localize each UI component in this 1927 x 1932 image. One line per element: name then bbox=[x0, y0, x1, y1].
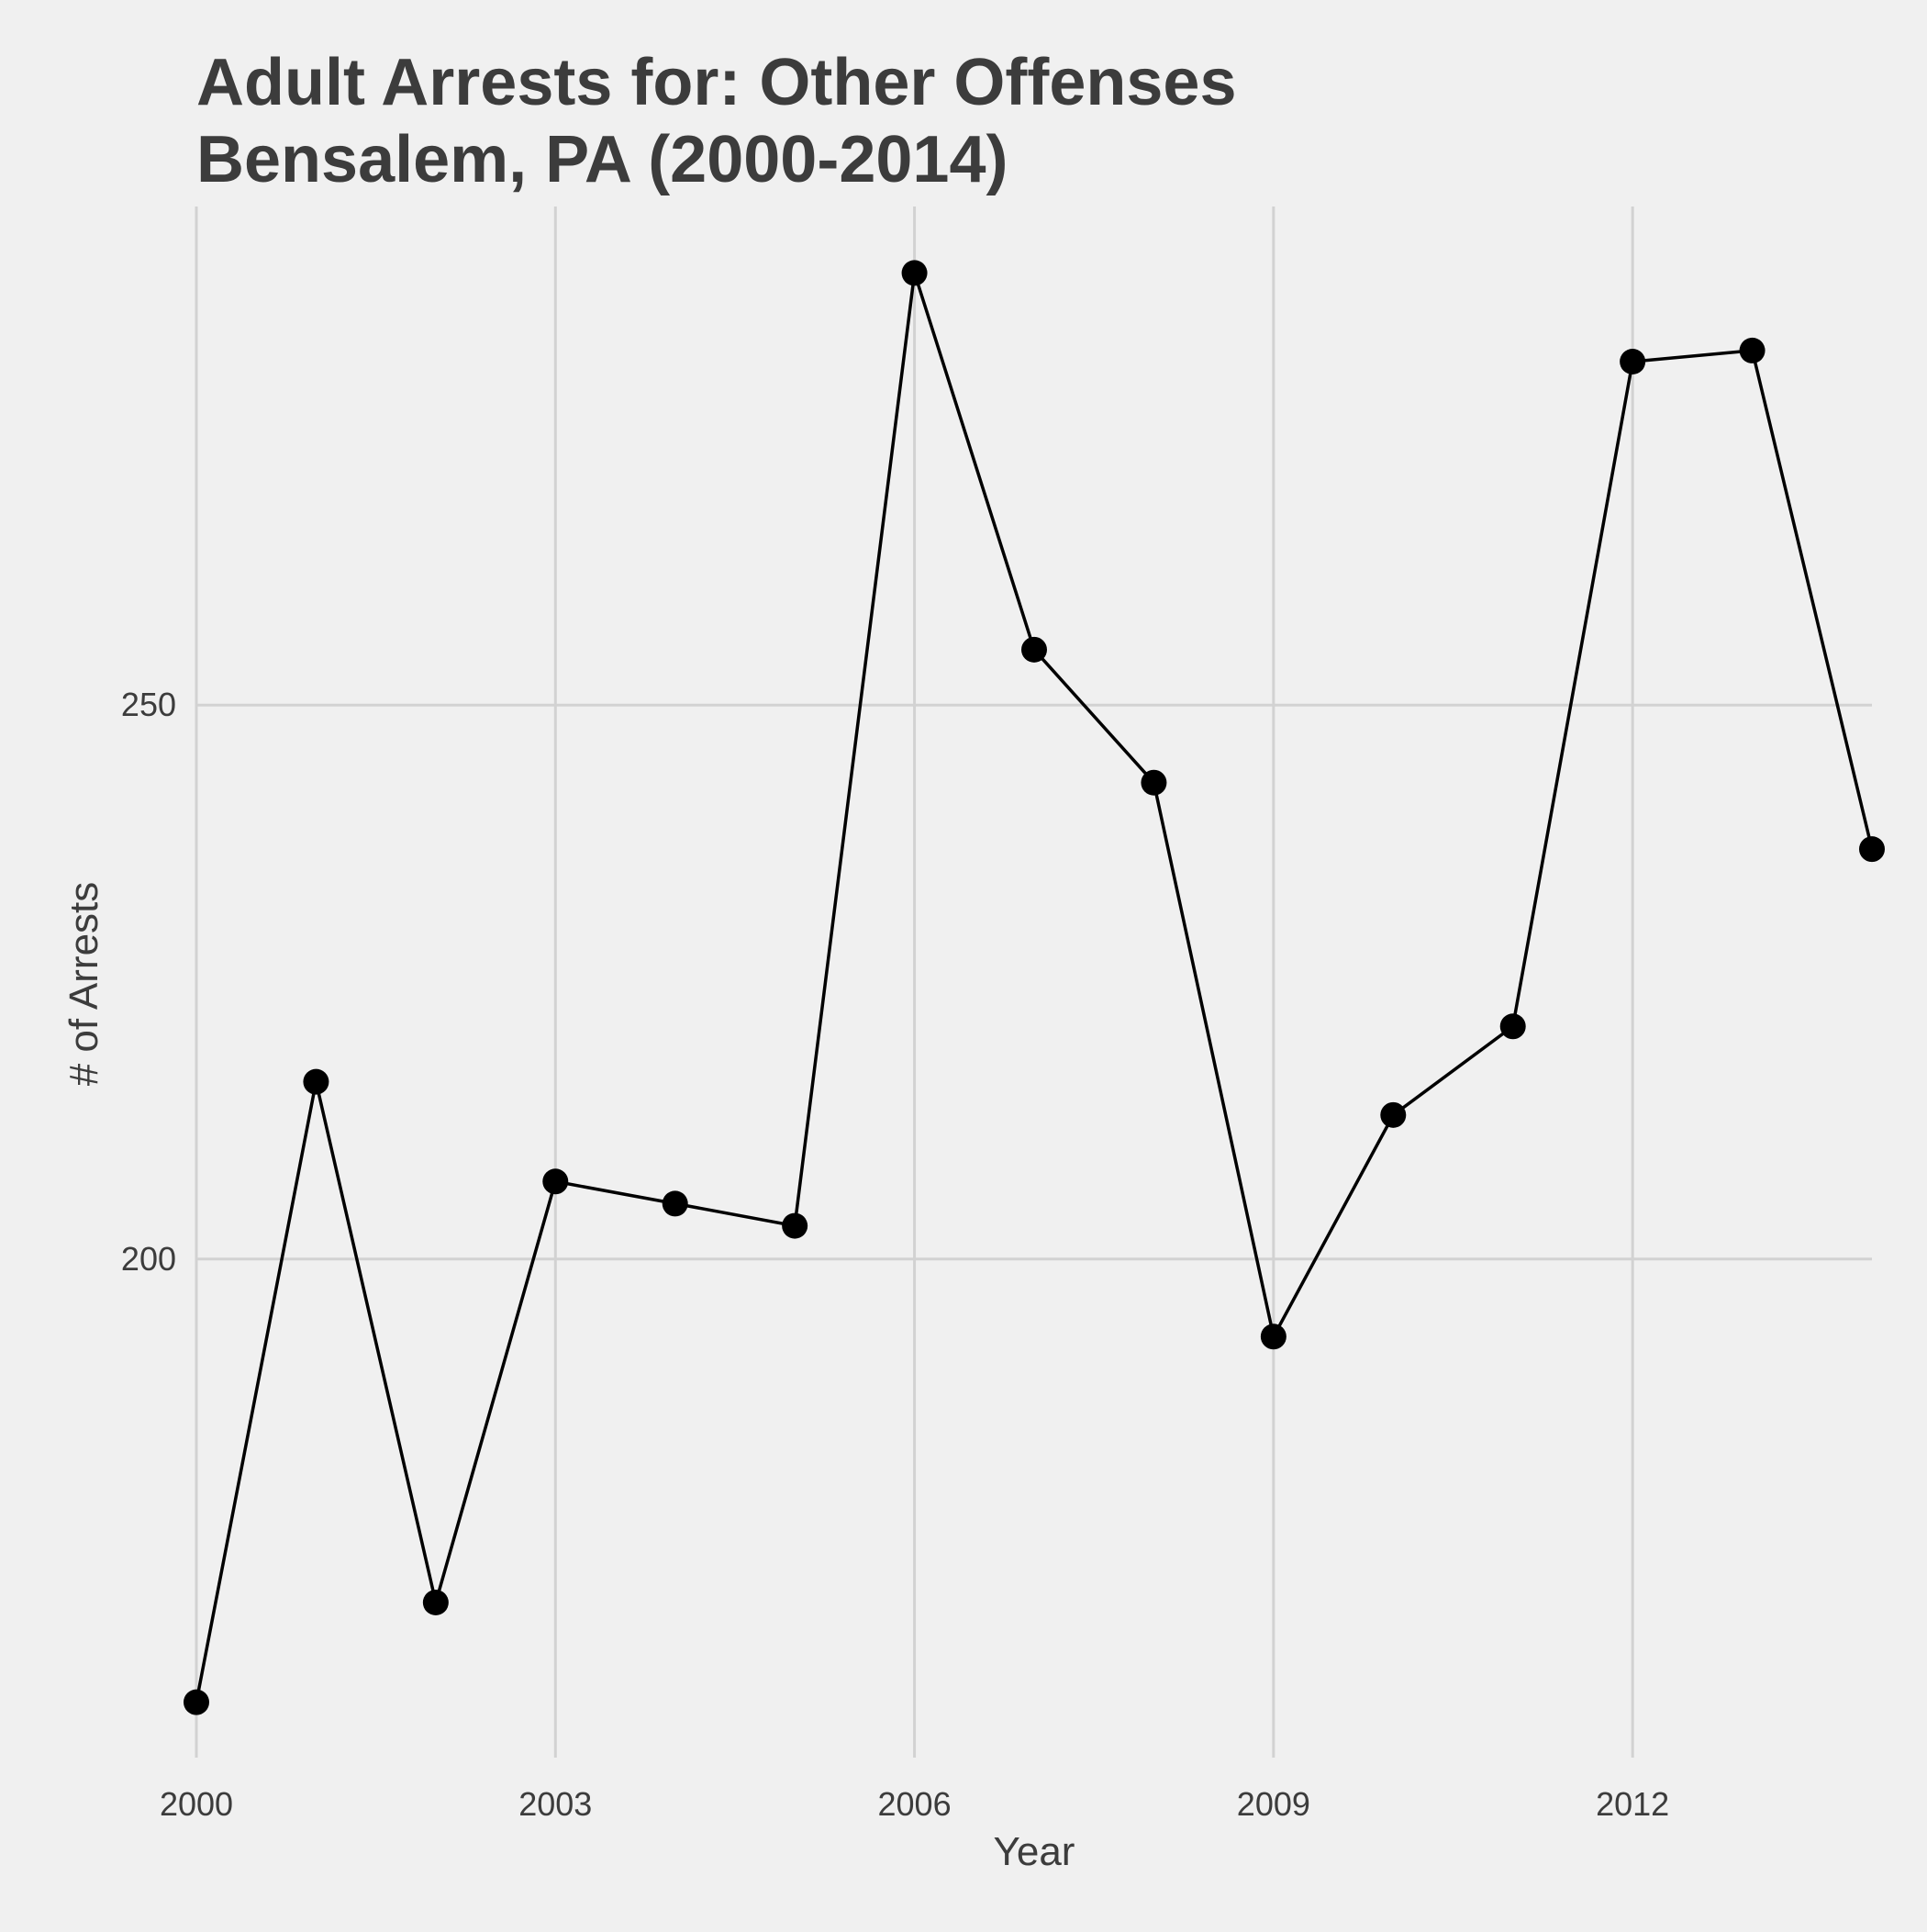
data-point-2009 bbox=[1260, 1323, 1287, 1350]
x-tick-label: 2006 bbox=[878, 1785, 952, 1823]
x-axis-title: Year bbox=[994, 1829, 1075, 1874]
data-point-2013 bbox=[1739, 337, 1765, 363]
series bbox=[184, 260, 1885, 1715]
tick-labels: 2000 2003 2006 2009 2012 200 250 bbox=[121, 686, 1669, 1823]
y-tick-label: 250 bbox=[121, 686, 176, 723]
chart-title-line-1: Adult Arrests for: Other Offenses bbox=[196, 46, 1237, 119]
chart-title-line-2: Bensalem, PA (2000-2014) bbox=[196, 123, 1008, 196]
data-point-2010 bbox=[1380, 1101, 1407, 1128]
data-point-2000 bbox=[184, 1689, 209, 1715]
x-tick-label: 2012 bbox=[1596, 1785, 1669, 1823]
data-point-2011 bbox=[1499, 1013, 1526, 1040]
data-point-2014 bbox=[1859, 836, 1885, 863]
data-point-2012 bbox=[1620, 349, 1646, 374]
grid bbox=[195, 207, 1872, 1758]
data-point-2005 bbox=[782, 1212, 808, 1239]
data-point-2002 bbox=[422, 1590, 449, 1615]
x-tick-label: 2003 bbox=[518, 1785, 592, 1823]
data-point-2006 bbox=[901, 260, 928, 286]
data-point-2007 bbox=[1021, 636, 1047, 663]
y-tick-label: 200 bbox=[121, 1240, 176, 1278]
data-point-2003 bbox=[542, 1168, 569, 1195]
y-axis-title: # of Arrests bbox=[61, 882, 106, 1087]
x-tick-label: 2009 bbox=[1237, 1785, 1310, 1823]
data-point-2001 bbox=[303, 1068, 329, 1095]
x-tick-label: 2000 bbox=[160, 1785, 233, 1823]
data-point-2008 bbox=[1141, 769, 1167, 796]
data-point-2004 bbox=[662, 1190, 688, 1217]
